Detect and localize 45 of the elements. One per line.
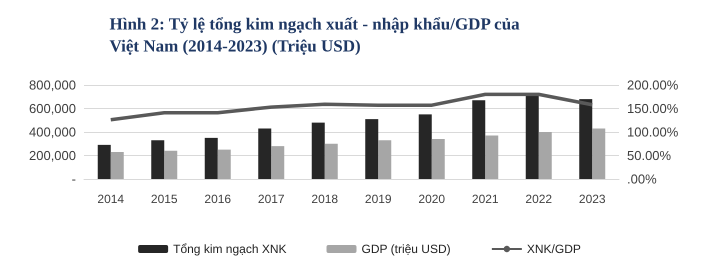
x-tick-label: 2019 <box>364 192 392 206</box>
line-series <box>109 92 594 122</box>
legend-label: XNK/GDP <box>526 242 581 256</box>
x-tick-label: 2020 <box>418 192 446 206</box>
bar <box>378 140 392 179</box>
bar <box>312 122 325 179</box>
bar <box>592 128 606 179</box>
bar <box>164 150 178 179</box>
y2-tick-label: .00% <box>627 172 658 186</box>
bar <box>98 144 111 179</box>
chart-title: Hình 2: Tỷ lệ tổng kim ngạch xuất - nhập khẩu/GDP của Việt Nam (2014-2023) (Triệu USD) <box>110 14 524 56</box>
y-tick-label: 400,000 <box>29 124 76 140</box>
bar <box>432 139 445 179</box>
x-tick-label: 2022 <box>525 192 552 206</box>
legend-label: GDP (triệu USD) <box>362 242 451 256</box>
bar <box>579 99 592 179</box>
y2-tick-label: 50.00% <box>627 148 672 163</box>
y-tick-label: 600,000 <box>29 101 76 116</box>
x-tick-label: 2014 <box>97 192 124 206</box>
y2-tick-label: 200.00% <box>627 78 679 92</box>
y-tick-label: 200,000 <box>29 148 76 163</box>
bar <box>324 144 338 179</box>
bar <box>218 150 231 179</box>
x-tick-label: 2017 <box>258 192 285 206</box>
y2-tick-label: 150.00% <box>627 101 679 116</box>
x-tick-label: 2023 <box>578 192 606 206</box>
bar <box>204 138 218 179</box>
x-tick-label: 2018 <box>311 192 338 206</box>
bar <box>526 94 539 179</box>
bar <box>485 136 498 179</box>
legend-label: Tổng kim ngạch XNK <box>173 242 287 256</box>
bar <box>258 128 272 179</box>
bar <box>472 100 486 179</box>
bar <box>365 119 378 179</box>
bar <box>110 152 124 179</box>
bar <box>271 146 284 179</box>
y-tick-label: 800,000 <box>29 78 76 92</box>
bar <box>418 114 432 179</box>
bar <box>151 140 164 179</box>
bar <box>538 132 552 179</box>
x-tick-label: 2021 <box>472 192 499 206</box>
y-tick-label: - <box>72 172 76 186</box>
y2-tick-label: 100.00% <box>627 124 679 140</box>
x-tick-label: 2015 <box>150 192 178 206</box>
x-tick-label: 2016 <box>204 192 232 206</box>
